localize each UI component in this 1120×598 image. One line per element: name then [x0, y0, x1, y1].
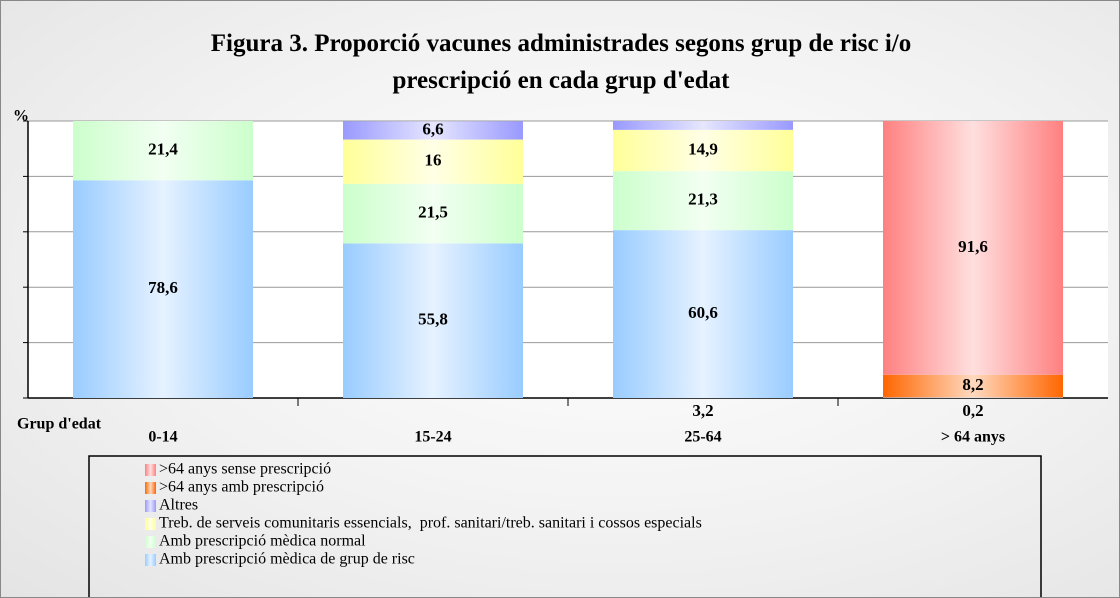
y-axis-label: %: [13, 108, 29, 125]
data-label: 21,3: [688, 190, 718, 209]
x-tick-label: 15-24: [414, 429, 451, 446]
legend-label: Treb. de serveis comunitaris essencials,…: [159, 515, 702, 532]
legend-swatch: [145, 554, 156, 566]
data-label: 55,8: [418, 310, 448, 329]
bar-segment: [73, 180, 253, 398]
bar-segment: [613, 171, 793, 231]
bar-segment: [73, 121, 253, 181]
bar-segment: [883, 121, 1063, 375]
bar-segment: [613, 230, 793, 398]
x-tick-label: 25-64: [684, 429, 721, 446]
x-tick-label: > 64 anys: [941, 429, 1005, 446]
legend-swatch: [145, 500, 156, 512]
chart-title: Figura 3. Proporció vacunes administrade…: [210, 30, 912, 94]
bar-segment: [343, 139, 523, 184]
bar-segment: [883, 374, 1063, 398]
legend-swatch: [145, 464, 156, 476]
data-label: 78,6: [148, 278, 178, 297]
data-label: 8,2: [962, 375, 983, 394]
legend-label: >64 anys amb prescripció: [159, 479, 324, 496]
legend-label: >64 anys sense prescripció: [159, 461, 331, 478]
bar-segment: [613, 129, 793, 172]
legend-box: [88, 455, 1042, 597]
bar-segment: [613, 121, 793, 130]
bar-segment: [343, 183, 523, 244]
bar-segment: [343, 243, 523, 398]
data-label: 3,2: [692, 401, 713, 420]
legend-label: Amb prescripció mèdica de grup de risc: [159, 551, 415, 568]
x-axis-label: Grup d'edat: [17, 416, 102, 433]
legend-swatch: [145, 536, 156, 548]
legend-label: Altres: [159, 497, 198, 514]
legend-swatch: [145, 482, 156, 494]
bar-segment: [343, 121, 523, 140]
legend-swatch: [145, 518, 156, 530]
data-label: 14,9: [688, 139, 718, 158]
data-label: 6,6: [422, 119, 443, 138]
x-tick-label: 0-14: [148, 429, 177, 446]
data-label: 91,6: [958, 237, 988, 256]
bar-segment: [883, 397, 1063, 398]
data-label: 21,4: [148, 140, 178, 159]
data-label: 16: [425, 151, 442, 170]
data-label: 60,6: [688, 303, 718, 322]
data-label: 0,2: [962, 401, 983, 420]
legend-label: Amb prescripció mèdica normal: [159, 533, 366, 550]
data-label: 21,5: [418, 203, 448, 222]
